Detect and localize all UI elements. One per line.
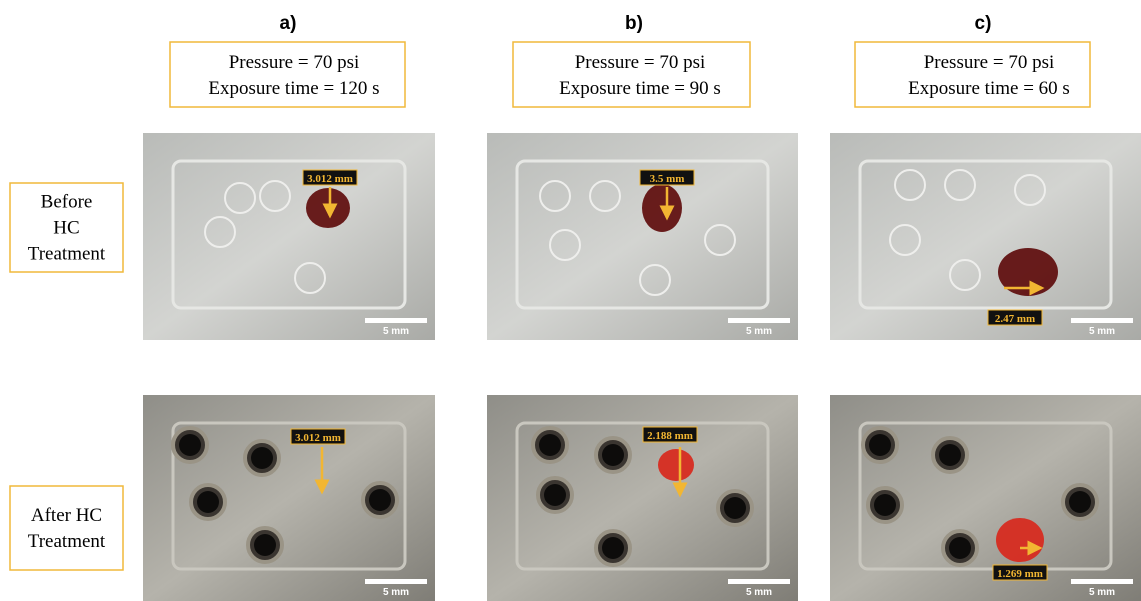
pressure: Pressure = 70 psi (575, 52, 706, 73)
well-hole (602, 444, 624, 466)
scale-label: 5 mm (1089, 587, 1115, 598)
measurement: 1.269 mm (997, 568, 1043, 580)
scale-bar (1071, 579, 1133, 584)
well-hole (724, 497, 746, 519)
pressure: Pressure = 70 psi (229, 52, 360, 73)
well-hole (602, 537, 624, 559)
pressure: Pressure = 70 psi (924, 52, 1055, 73)
photo-before: 3.012 mm 5 mm (143, 133, 435, 340)
well-hole (939, 444, 961, 466)
measurement: 2.47 mm (995, 313, 1035, 325)
scale-label: 5 mm (383, 587, 409, 598)
row-label: After HC (31, 505, 102, 526)
well-hole (869, 434, 891, 456)
panel-label: a) (280, 13, 297, 34)
row-label: Treatment (28, 531, 106, 552)
row-label-box (10, 486, 123, 570)
scale-bar (1071, 318, 1133, 323)
measurement: 3.5 mm (650, 173, 685, 185)
scale-bar (728, 579, 790, 584)
row-label: Treatment (28, 244, 106, 265)
panel-label: b) (625, 13, 643, 34)
well-hole (539, 434, 561, 456)
photo-before: 2.47 mm 5 mm (830, 133, 1141, 340)
blood (642, 184, 682, 232)
row-label: HC (53, 218, 79, 239)
well-hole (197, 491, 219, 513)
scale-bar (728, 318, 790, 323)
blood (658, 449, 694, 481)
row-label: Before (41, 192, 93, 213)
scale-bar (365, 318, 427, 323)
scale-label: 5 mm (383, 326, 409, 337)
figure: a) Pressure = 70 psi Exposure time = 120 s… (0, 0, 1141, 601)
photo-before: 3.5 mm 5 mm (487, 133, 798, 340)
measurement: 2.188 mm (647, 430, 693, 442)
well-hole (369, 489, 391, 511)
well-hole (949, 537, 971, 559)
scale-bar (365, 579, 427, 584)
exposure: Exposure time = 90 s (559, 78, 721, 99)
well-hole (874, 494, 896, 516)
photo-after: 1.269 mm 5 mm (830, 395, 1141, 601)
exposure: Exposure time = 120 s (208, 78, 379, 99)
exposure: Exposure time = 60 s (908, 78, 1070, 99)
well-hole (544, 484, 566, 506)
scale-label: 5 mm (1089, 326, 1115, 337)
well-hole (179, 434, 201, 456)
measurement: 3.012 mm (295, 432, 341, 444)
scale-label: 5 mm (746, 587, 772, 598)
measurement: 3.012 mm (307, 173, 353, 185)
well-hole (1069, 491, 1091, 513)
photo-after: 2.188 mm 5 mm (487, 395, 798, 601)
well-hole (254, 534, 276, 556)
photo-after: 3.012 mm 5 mm (143, 395, 435, 601)
well-hole (251, 447, 273, 469)
scale-label: 5 mm (746, 326, 772, 337)
panel-label: c) (975, 13, 992, 34)
blood (996, 518, 1044, 562)
blood (306, 188, 350, 228)
